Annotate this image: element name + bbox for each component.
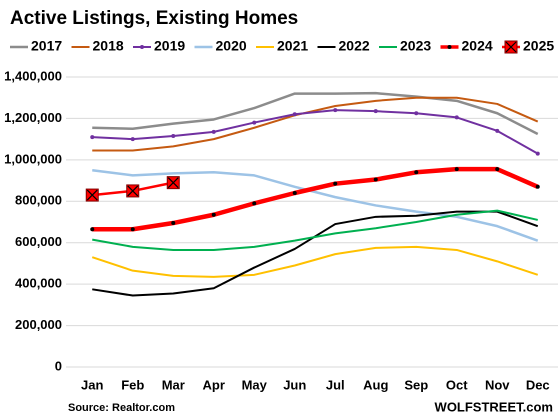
legend-label: 2021 xyxy=(277,38,308,54)
point xyxy=(171,134,176,139)
legend-item: 2019 xyxy=(133,38,185,54)
legend-label: 2022 xyxy=(339,38,370,54)
point-x xyxy=(167,177,179,189)
x-tick-label: Oct xyxy=(446,377,468,392)
point xyxy=(495,128,500,133)
credit: WOLFSTREET.com xyxy=(435,399,553,414)
y-tick-label: 600,000 xyxy=(15,234,62,249)
chart-title: Active Listings, Existing Homes xyxy=(10,8,298,29)
legend-item: 2020 xyxy=(194,38,247,54)
y-tick-label: 1,400,000 xyxy=(4,68,62,83)
y-tick-label: 1,200,000 xyxy=(4,110,62,125)
point xyxy=(333,108,338,113)
legend-label: 2018 xyxy=(93,38,124,54)
x-tick-label: Mar xyxy=(162,377,185,392)
legend-label: 2023 xyxy=(400,38,431,54)
x-tick-label: Nov xyxy=(485,377,510,392)
legend-item: 2024 xyxy=(440,38,493,54)
legend-item: 2018 xyxy=(71,38,124,54)
legend-label: 2025 xyxy=(523,38,554,54)
point xyxy=(504,40,518,54)
point xyxy=(414,111,419,116)
legend-item: 2021 xyxy=(256,38,308,54)
legend-item: 2017 xyxy=(10,38,62,54)
point xyxy=(535,151,540,156)
point-x xyxy=(86,189,98,201)
y-tick-label: 400,000 xyxy=(15,276,62,291)
y-tick-label: 800,000 xyxy=(15,193,62,208)
point xyxy=(292,112,297,117)
point-x xyxy=(127,185,139,197)
point xyxy=(454,167,459,172)
point xyxy=(171,221,176,226)
x-tick-label: Jan xyxy=(81,377,103,392)
x-tick-label: Apr xyxy=(203,377,225,392)
point xyxy=(414,170,419,175)
legend-label: 2017 xyxy=(31,38,62,54)
legend-label: 2019 xyxy=(154,38,185,54)
point xyxy=(211,212,216,217)
source: Source: Realtor.com xyxy=(68,402,175,414)
legend-item: 2023 xyxy=(379,38,431,54)
y-tick-label: 200,000 xyxy=(15,317,62,332)
series-line xyxy=(92,168,539,242)
point xyxy=(126,184,140,198)
point xyxy=(495,167,500,172)
x-tick-label: May xyxy=(242,377,268,392)
point-x xyxy=(505,41,517,53)
x-tick-label: Feb xyxy=(121,377,144,392)
x-tick-label: Sep xyxy=(404,377,428,392)
point xyxy=(333,181,338,186)
point xyxy=(85,188,99,202)
legend-item: 2022 xyxy=(317,38,370,54)
series-line xyxy=(92,109,539,155)
series-line xyxy=(92,209,538,251)
series-line xyxy=(91,245,539,278)
point xyxy=(90,227,95,232)
x-tick-label: Dec xyxy=(526,377,550,392)
point xyxy=(535,184,540,189)
point xyxy=(130,137,135,142)
point xyxy=(292,191,297,195)
point xyxy=(373,109,378,114)
legend-label: 2024 xyxy=(462,38,493,54)
x-tick-label: Jul xyxy=(326,377,345,392)
series-line xyxy=(92,166,539,232)
point xyxy=(166,176,180,190)
point xyxy=(130,227,135,232)
point xyxy=(454,115,459,120)
y-tick-label: 1,000,000 xyxy=(4,151,62,166)
legend-item: 2025 xyxy=(502,38,554,54)
point xyxy=(252,201,257,206)
point xyxy=(447,45,452,49)
point xyxy=(252,120,257,125)
legend-label: 2020 xyxy=(216,38,247,54)
point xyxy=(373,177,378,182)
series-line xyxy=(92,96,539,152)
x-tick-label: Aug xyxy=(363,377,388,392)
point xyxy=(90,135,95,140)
x-tick-label: Jun xyxy=(283,377,306,392)
series-line xyxy=(92,91,539,136)
point xyxy=(211,129,216,134)
point xyxy=(140,45,144,49)
y-tick-label: 0 xyxy=(55,358,62,373)
